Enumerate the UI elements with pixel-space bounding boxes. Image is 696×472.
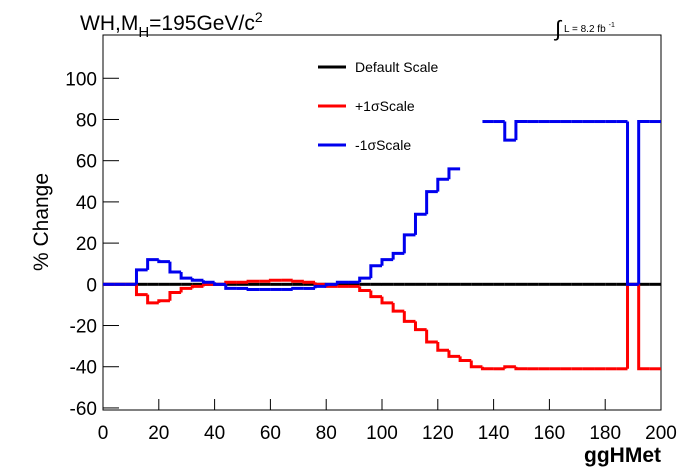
y-tick-label: 80 (76, 110, 97, 131)
step-segment (335, 280, 349, 285)
legend-label: -1σScale (355, 137, 411, 153)
step-segment (213, 282, 226, 286)
step-segment (391, 302, 405, 313)
step-segment (402, 311, 416, 323)
step-segment (436, 342, 449, 352)
step-segment (380, 258, 394, 266)
step-segment (447, 167, 461, 180)
step-segment (425, 190, 438, 215)
legend-label: +1σScale (355, 98, 415, 114)
x-tick-label: 20 (148, 423, 169, 444)
step-segment (168, 261, 182, 274)
integral-sign: ∫ (553, 16, 563, 41)
step-segment (626, 121, 639, 286)
y-axis-label: % Change (30, 173, 53, 271)
step-segment (391, 251, 405, 260)
step-segment (447, 350, 461, 358)
step-segment (157, 259, 170, 264)
lumi-text: L = 8.2 fb (564, 24, 606, 35)
y-tick-label: -60 (70, 399, 97, 420)
x-tick-label: 100 (366, 423, 398, 444)
title-main: WH,M (80, 12, 138, 35)
y-tick-label: -40 (70, 358, 97, 379)
step-segment (224, 284, 237, 290)
step-segment (168, 291, 182, 301)
step-segment (637, 120, 650, 285)
lumi-exponent: -1 (609, 22, 615, 29)
y-tick-label: 40 (76, 193, 97, 214)
step-segment (134, 268, 148, 285)
step-segment (358, 276, 371, 283)
step-segment (380, 296, 394, 305)
step-segment (413, 212, 427, 235)
step-segment (369, 264, 382, 279)
step-segment (134, 284, 148, 297)
step-segment (291, 286, 304, 290)
step-segment (246, 287, 260, 291)
step-segment (313, 282, 327, 286)
x-tick-label: 180 (589, 423, 621, 444)
step-segment (514, 366, 528, 371)
step-segment (190, 284, 204, 289)
x-tick-label: 140 (478, 423, 510, 444)
step-segment (425, 329, 438, 344)
step-segment (436, 177, 449, 192)
title-rest: =195GeV/c (149, 12, 255, 35)
step-segment (358, 286, 371, 292)
step-segment (637, 284, 650, 371)
x-tick-label: 80 (316, 423, 337, 444)
title-superscript: 2 (255, 9, 263, 25)
x-tick-label: 200 (645, 423, 677, 444)
step-segment (146, 294, 159, 305)
y-tick-label: 60 (76, 152, 97, 173)
x-tick-label: 160 (534, 423, 566, 444)
step-segment (413, 321, 427, 332)
step-segment (503, 365, 516, 369)
x-tick-label: 60 (260, 423, 281, 444)
step-segment (324, 282, 338, 287)
step-segment (402, 233, 416, 254)
step-segment (480, 366, 494, 371)
step-segment (503, 121, 516, 142)
step-segment (302, 280, 316, 284)
y-tick-label: 100 (65, 69, 97, 90)
step-segment (291, 279, 304, 283)
step-segment (469, 360, 483, 369)
step-segment (179, 286, 193, 293)
step-segment (458, 356, 472, 363)
step-segment (313, 284, 327, 289)
chart-title: WH,MH=195GeV/c2 (80, 9, 263, 41)
step-segment (179, 271, 193, 280)
lumi-annotation: ∫ L = 8.2 fb -1 (553, 16, 615, 41)
y-tick-label: 0 (86, 275, 97, 296)
x-tick-label: 120 (422, 423, 454, 444)
x-tick-label: 40 (204, 423, 225, 444)
step-segment (246, 279, 260, 283)
y-tick-label: -20 (70, 317, 97, 338)
step-segment (514, 120, 528, 141)
step-segment (157, 299, 170, 303)
title-subscript: H (138, 24, 149, 41)
step-segment (369, 290, 382, 299)
step-segment (201, 282, 215, 287)
step-segment (146, 258, 159, 270)
step-segment (190, 278, 204, 282)
step-segment (268, 278, 282, 282)
step-segment (201, 280, 215, 284)
x-axis-label: ggHMet (584, 444, 661, 467)
x-tick-label: 0 (98, 423, 109, 444)
y-tick-label: 20 (76, 234, 97, 255)
legend-label: Default Scale (355, 59, 438, 75)
